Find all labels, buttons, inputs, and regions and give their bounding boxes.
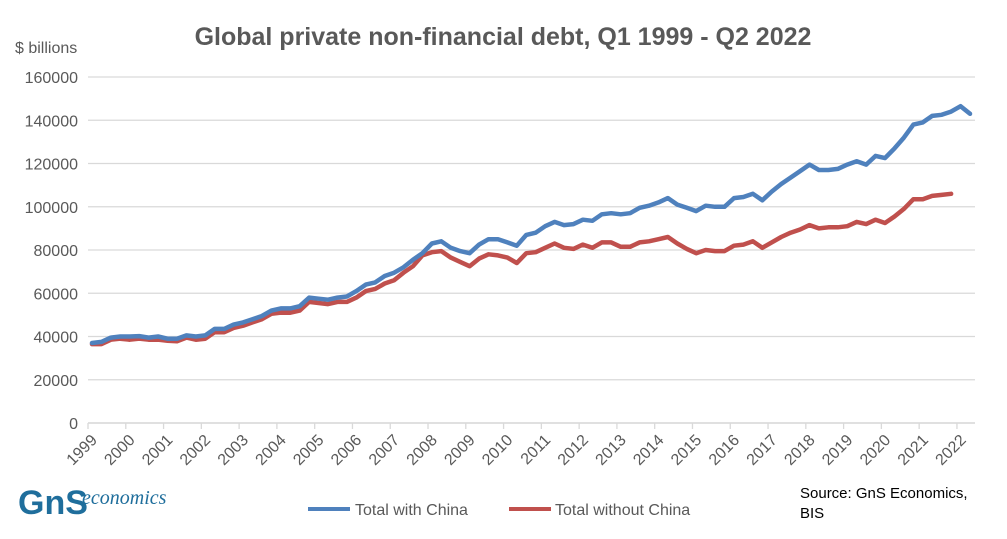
series-line-total-without-china [89,191,954,347]
y-tick-label: 160000 [25,70,78,87]
x-tick-label: 2003 [215,432,252,469]
series-line-total-with-china [89,103,973,346]
legend-label-without-china: Total without China [555,502,690,519]
x-tick-label: 2022 [933,432,970,469]
x-tick-label: 2020 [857,432,894,469]
x-tick-label: 2004 [253,432,290,469]
logo-wordmark: economics [82,487,167,509]
y-tick-label: 60000 [34,286,79,303]
x-tick-label: 2007 [366,432,403,469]
y-tick-label: 120000 [25,157,78,174]
x-tick-label: 2006 [328,432,365,469]
x-tick-label: 2014 [630,432,667,469]
x-tick-label: 2017 [744,432,781,469]
y-tick-label: 0 [69,416,78,433]
x-tick-label: 2019 [819,432,856,469]
x-tick-label: 2001 [139,432,176,469]
x-tick-label: 2018 [781,432,818,469]
y-axis-label: $ billions [15,40,77,57]
y-tick-label: 140000 [25,113,78,130]
y-tick-label: 80000 [34,243,79,260]
source-line-1: Source: GnS Economics, [800,485,968,502]
logo-mark: GnS [18,484,88,522]
x-tick-label: 2010 [479,432,516,469]
x-tick-label: 2009 [441,432,478,469]
x-tick-label: 2015 [668,432,705,469]
x-tick-label: 2013 [593,432,630,469]
gns-logo: GnS economics [18,484,167,522]
legend-label-with-china: Total with China [355,502,468,519]
y-tick-label: 20000 [34,373,79,390]
x-tick-label: 2005 [290,432,327,469]
x-tick-label: 2002 [177,432,214,469]
x-tick-label: 2021 [895,432,932,469]
x-tick-label: 2011 [518,432,554,468]
source-line-2: BIS [800,505,824,522]
x-tick-label: 1999 [64,432,101,469]
y-tick-label: 100000 [25,200,78,217]
x-tick-label: 2016 [706,432,743,469]
x-tick-label: 2000 [101,432,138,469]
x-tick-label: 2012 [555,432,592,469]
legend: Total with China Total without China [308,502,690,519]
x-tick-label: 2008 [404,432,441,469]
y-tick-label: 40000 [34,330,79,347]
chart-title: Global private non-financial debt, Q1 19… [195,23,812,51]
